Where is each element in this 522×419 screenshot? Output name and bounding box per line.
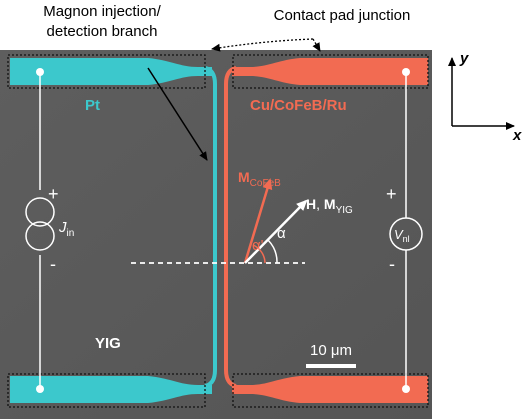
m-cofeb-arrow [243,178,273,264]
yig-label: YIG [95,335,121,352]
magnon-branch-label-line2: detection branch [47,23,158,40]
left-plus: + [48,184,59,204]
pt-label: Pt [85,97,100,114]
contact-pad-pointer [211,38,314,52]
left-minus: - [50,254,56,274]
alpha-prime-label: α' [252,237,264,254]
pt-top-contact-dot [36,68,44,76]
right-minus: - [389,254,395,274]
alpha-prime-arc [252,244,266,264]
axis-y-label: y [459,50,469,67]
injection-circuit [25,72,55,389]
coordinate-axes [448,57,515,130]
detection-circuit [389,72,423,389]
magnon-branch-pointer [147,67,208,161]
stack-top-contact-dot [402,68,410,76]
contact-pad-boxes [7,54,429,408]
cofeb-electrode [224,58,428,403]
pt-bottom-contact-dot [36,385,44,393]
m-cofeb-label: MCoFeB [238,169,281,189]
stack-label: Cu/CoFeB/Ru [250,97,347,114]
axis-x-label: x [512,127,522,144]
circle-voltmeter-icon [389,217,423,251]
alpha-label: α [277,225,286,242]
h-myig-label: H, MYIG [306,196,353,216]
contact-pad-label: Contact pad junction [274,7,411,24]
right-plus: + [386,184,397,204]
j-in-label: Jin [58,219,74,239]
v-nl-label: Vnl [394,227,410,244]
scalebar-label: 10 μm [310,342,352,359]
alpha-arc [267,239,278,264]
magnon-branch-label-line1: Magnon injection/ [43,3,161,20]
contact-pad-pointer-right [312,38,321,52]
pt-electrode [10,58,217,403]
double-circle-current-source-icon [25,197,55,251]
h-myig-arrow [244,199,308,264]
stack-bottom-contact-dot [402,385,410,393]
